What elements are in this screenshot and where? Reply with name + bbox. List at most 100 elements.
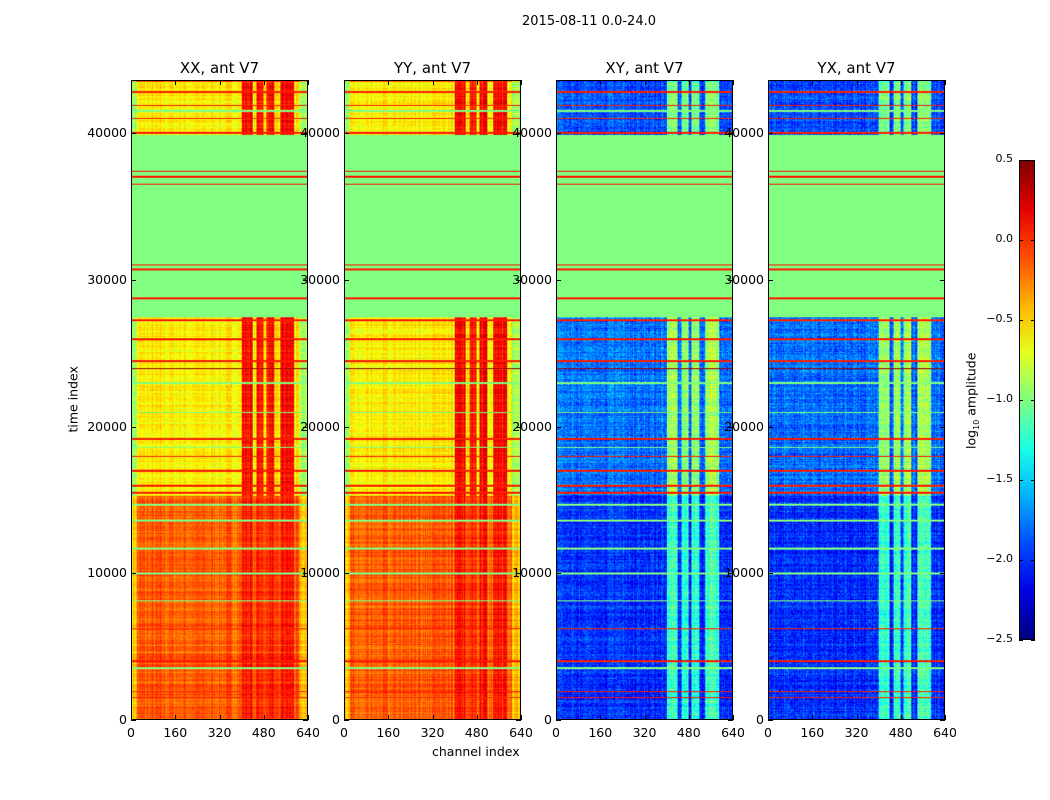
colorbar-tick-mark — [1019, 240, 1023, 241]
x-tick-mark — [344, 80, 345, 85]
y-tick-mark — [556, 133, 561, 135]
x-tick-mark — [644, 715, 646, 720]
y-tick-mark — [131, 133, 136, 135]
heatmap-image — [557, 81, 732, 719]
y-tick-mark — [303, 279, 308, 281]
colorbar-tick-label: 0.0 — [995, 232, 1014, 245]
x-tick-label: 160 — [376, 725, 401, 740]
x-tick-label: 0 — [340, 725, 348, 740]
x-tick-mark — [600, 80, 602, 85]
y-tick-mark — [728, 279, 733, 281]
x-tick-mark — [600, 715, 602, 720]
x-tick-label: 480 — [888, 725, 913, 740]
heatmap-image — [345, 81, 520, 719]
colorbar-tick-mark — [1019, 160, 1023, 161]
x-tick-mark — [945, 80, 946, 85]
x-tick-mark — [812, 715, 814, 720]
y-tick-label: 0 — [332, 712, 340, 727]
y-tick-label: 20000 — [512, 418, 552, 434]
x-tick-label: 0 — [127, 725, 135, 740]
colorbar-tick-mark — [1031, 640, 1035, 641]
y-tick-mark — [303, 133, 308, 135]
y-tick-mark — [728, 720, 733, 721]
x-tick-label: 0 — [552, 725, 560, 740]
y-tick-mark — [516, 426, 521, 428]
y-tick-label: 10000 — [87, 565, 127, 581]
x-tick-mark — [219, 715, 221, 720]
x-tick-mark — [945, 715, 946, 720]
y-tick-mark — [516, 720, 521, 721]
y-tick-mark — [344, 573, 349, 575]
x-tick-label: 640 — [933, 725, 957, 740]
y-tick-label: 30000 — [300, 271, 340, 287]
x-tick-mark — [131, 80, 132, 85]
colorbar-tick-mark — [1019, 480, 1023, 481]
colorbar-tick-mark — [1031, 400, 1035, 401]
colorbar-tick-mark — [1019, 560, 1023, 561]
x-tick-mark — [432, 80, 434, 85]
panel-title: XY, ant V7 — [605, 59, 684, 77]
x-tick-mark — [263, 715, 265, 720]
y-tick-label: 0 — [119, 712, 127, 727]
heatmap-image — [769, 81, 944, 719]
y-tick-label: 30000 — [724, 271, 764, 287]
heatmap-image — [132, 81, 307, 719]
y-tick-mark — [768, 720, 773, 721]
x-tick-mark — [175, 715, 177, 720]
colorbar-tick-label: −1.0 — [986, 392, 1013, 405]
x-tick-label: 480 — [464, 725, 489, 740]
heatmap-panel — [768, 80, 945, 720]
x-tick-mark — [344, 715, 345, 720]
x-tick-mark — [388, 80, 390, 85]
x-tick-mark — [688, 715, 690, 720]
x-tick-mark — [432, 715, 434, 720]
colorbar-tick-mark — [1031, 560, 1035, 561]
colorbar-tick-label: −0.5 — [986, 312, 1013, 325]
x-tick-mark — [768, 80, 769, 85]
x-tick-label: 160 — [588, 725, 613, 740]
y-tick-mark — [556, 279, 561, 281]
heatmap-panel — [131, 80, 308, 720]
y-tick-label: 0 — [756, 712, 764, 727]
y-tick-mark — [131, 720, 136, 721]
x-tick-mark — [476, 715, 478, 720]
y-tick-mark — [344, 279, 349, 281]
y-tick-mark — [768, 133, 773, 135]
x-tick-label: 0 — [764, 725, 772, 740]
panel-title: YX, ant V7 — [817, 59, 896, 77]
colorbar-tick-mark — [1031, 320, 1035, 321]
x-tick-mark — [175, 80, 177, 85]
x-tick-label: 320 — [420, 725, 445, 740]
y-tick-label: 10000 — [724, 565, 764, 581]
y-tick-mark — [940, 133, 945, 135]
heatmap-panel — [344, 80, 521, 720]
y-tick-label: 40000 — [512, 125, 552, 141]
y-tick-mark — [516, 133, 521, 135]
y-tick-mark — [131, 573, 136, 575]
x-tick-label: 160 — [163, 725, 188, 740]
y-tick-mark — [728, 573, 733, 575]
x-tick-mark — [521, 715, 522, 720]
y-tick-label: 20000 — [300, 418, 340, 434]
y-tick-label: 30000 — [87, 271, 127, 287]
y-tick-mark — [516, 279, 521, 281]
colorbar-tick-label: −2.0 — [986, 552, 1013, 565]
x-tick-mark — [308, 80, 309, 85]
x-tick-mark — [768, 715, 769, 720]
x-tick-label: 640 — [721, 725, 745, 740]
heatmap-panel — [556, 80, 733, 720]
x-tick-mark — [308, 715, 309, 720]
colorbar-label-rest: amplitude — [963, 352, 979, 420]
y-tick-mark — [768, 573, 773, 575]
x-tick-mark — [521, 80, 522, 85]
x-tick-mark — [812, 80, 814, 85]
y-tick-mark — [131, 279, 136, 281]
y-tick-mark — [940, 279, 945, 281]
x-tick-mark — [556, 80, 557, 85]
panel-title: XX, ant V7 — [179, 59, 260, 77]
y-tick-mark — [344, 720, 349, 721]
y-tick-mark — [556, 720, 561, 721]
figure-title: 2015-08-11 0.0-24.0 — [522, 14, 656, 29]
colorbar-label-sub: 10 — [971, 419, 981, 430]
colorbar-tick-mark — [1019, 320, 1023, 321]
